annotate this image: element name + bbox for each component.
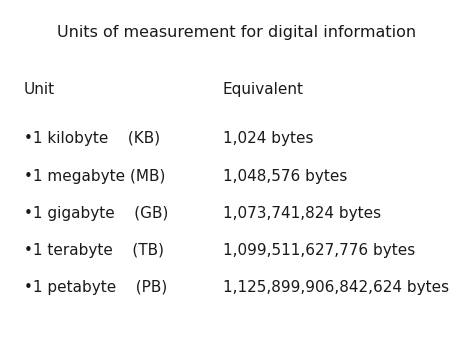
Text: 1,099,511,627,776 bytes: 1,099,511,627,776 bytes <box>223 243 415 258</box>
Text: •1 terabyte    (TB): •1 terabyte (TB) <box>24 243 164 258</box>
Text: •1 megabyte (MB): •1 megabyte (MB) <box>24 169 165 184</box>
Text: •1 petabyte    (PB): •1 petabyte (PB) <box>24 280 167 295</box>
Text: 1,125,899,906,842,624 bytes: 1,125,899,906,842,624 bytes <box>223 280 449 295</box>
Text: 1,024 bytes: 1,024 bytes <box>223 131 313 146</box>
Text: Units of measurement for digital information: Units of measurement for digital informa… <box>57 25 417 40</box>
Text: Unit: Unit <box>24 82 55 97</box>
Text: •1 gigabyte    (GB): •1 gigabyte (GB) <box>24 206 168 221</box>
Text: Equivalent: Equivalent <box>223 82 304 97</box>
Text: 1,073,741,824 bytes: 1,073,741,824 bytes <box>223 206 381 221</box>
Text: 1,048,576 bytes: 1,048,576 bytes <box>223 169 347 184</box>
Text: •1 kilobyte    (KB): •1 kilobyte (KB) <box>24 131 160 146</box>
